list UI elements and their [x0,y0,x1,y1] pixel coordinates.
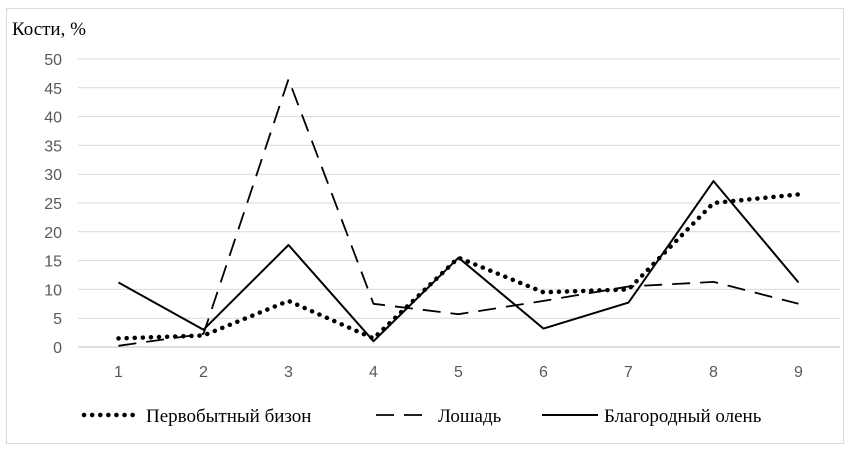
x-tick-label: 2 [199,364,208,381]
legend-label-1: Первобытный бизон [146,406,311,427]
x-tick-label: 7 [624,364,633,381]
legend-label-2: Лошадь [438,406,502,427]
y-tick-label: 15 [44,254,62,271]
y-tick-label: 35 [44,138,62,155]
y-tick-label: 25 [44,196,62,213]
y-axis-ticks: 0 5 10 15 20 25 30 35 40 45 50 [44,52,62,357]
y-tick-label: 20 [44,225,62,242]
x-tick-label: 8 [709,364,718,381]
x-tick-label: 5 [454,364,463,381]
y-tick-label: 10 [44,282,62,299]
series-line-2 [119,79,799,346]
x-axis-ticks: 1 2 3 4 5 6 7 8 9 [114,364,803,381]
y-tick-label: 0 [53,340,62,357]
legend-label-3: Благородный олень [604,406,762,427]
x-tick-label: 4 [369,364,378,381]
series-lines [119,79,799,346]
x-tick-label: 1 [114,364,123,381]
y-tick-label: 30 [44,167,62,184]
legend: Первобытный бизон Лошадь Благородный олень [84,406,762,427]
x-tick-label: 6 [539,364,548,381]
series-line-3 [119,181,799,341]
y-tick-label: 50 [44,52,62,69]
y-tick-label: 40 [44,110,62,127]
x-tick-label: 3 [284,364,293,381]
y-tick-label: 5 [53,311,62,328]
y-tick-label: 45 [44,81,62,98]
series-line-1 [119,194,799,338]
x-tick-label: 9 [794,364,803,381]
y-axis-label: Кости, % [12,19,86,40]
